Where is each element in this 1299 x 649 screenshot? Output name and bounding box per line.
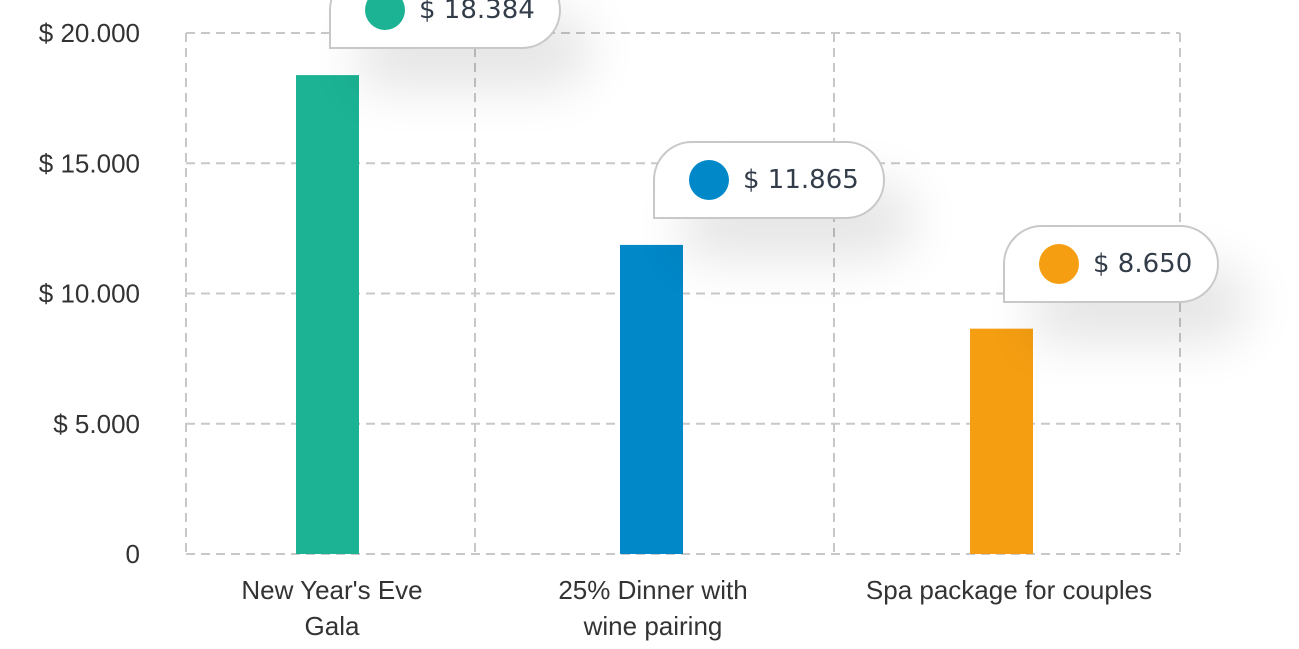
x-tick-label-line: wine pairing	[583, 611, 723, 641]
x-tick-label-line: Gala	[304, 611, 360, 641]
value-tooltip: $ 11.865	[653, 140, 885, 219]
x-tick-label-line: 25% Dinner with	[558, 575, 748, 605]
x-tick-label-line: Spa package for couples	[865, 575, 1153, 605]
value-tooltip: $ 18.384	[329, 0, 561, 50]
bar	[620, 244, 683, 554]
y-tick-label: $ 20.000	[39, 18, 140, 48]
x-tick-label: New Year's Eve Gala	[172, 572, 492, 644]
bar	[970, 328, 1033, 554]
y-tick-label: 0	[126, 539, 140, 569]
x-tick-label: Spa package for couples	[849, 572, 1169, 608]
series-color-dot	[1039, 243, 1079, 284]
y-tick-label: $ 5.000	[53, 409, 140, 439]
value-tooltip: $ 8.650	[1003, 224, 1219, 303]
y-tick-label: $ 15.000	[39, 148, 140, 178]
y-tick-label: $ 10.000	[39, 279, 140, 309]
value-label: $ 11.865	[743, 164, 859, 195]
series-color-dot	[365, 0, 405, 31]
x-tick-label: 25% Dinner with wine pairing	[493, 572, 813, 644]
value-label: $ 8.650	[1093, 248, 1193, 279]
value-label: $ 18.384	[419, 0, 535, 26]
x-tick-label-line: New Year's Eve	[241, 575, 423, 605]
bar	[296, 75, 359, 554]
series-color-dot	[689, 159, 729, 200]
